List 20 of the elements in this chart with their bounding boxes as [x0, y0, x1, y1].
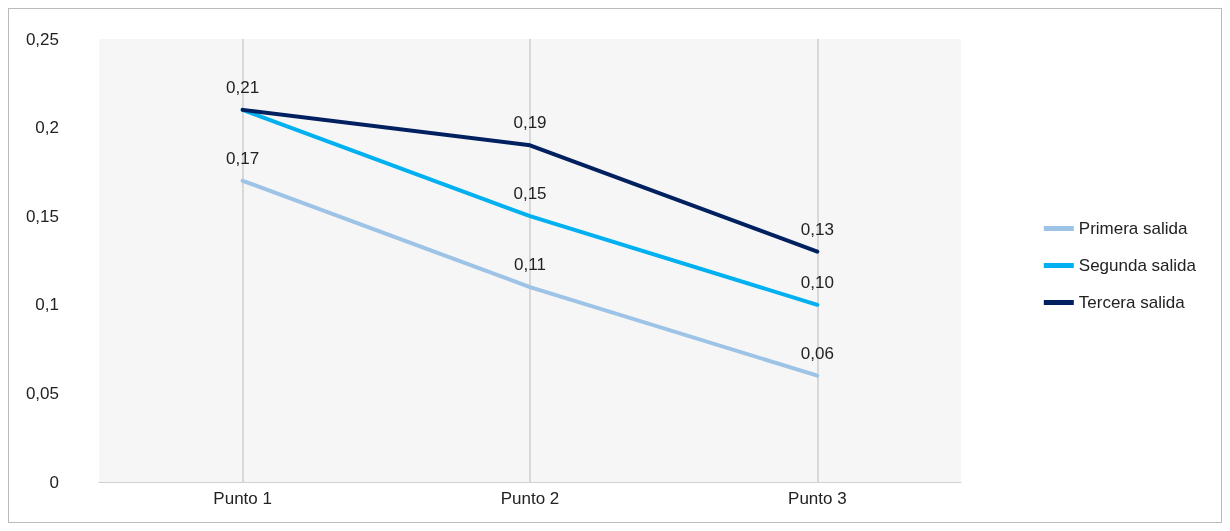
y-tick-label: 0,1 [35, 295, 59, 315]
x-tick-label: Punto 2 [500, 489, 560, 508]
data-label: 0,21 [226, 77, 260, 97]
y-tick-label: 0,15 [25, 206, 59, 226]
legend-label: Segunda salida [1078, 256, 1197, 275]
y-tick-label: 0,2 [35, 118, 59, 138]
y-tick-label: 0,05 [25, 383, 59, 403]
x-tick-label: Punto 3 [788, 489, 847, 508]
x-tick-label: Punto 1 [213, 489, 272, 508]
data-label: 0,15 [513, 184, 547, 204]
legend-label: Tercera salida [1078, 293, 1186, 312]
data-label: 0,11 [514, 255, 546, 275]
data-label: 0,19 [513, 113, 547, 133]
legend-label: Primera salida [1078, 219, 1188, 238]
data-label: 0,13 [800, 219, 834, 239]
data-label: 0,17 [226, 148, 260, 168]
data-label: 0,06 [800, 343, 834, 363]
y-tick-label: 0 [49, 472, 59, 492]
y-tick-label: 0,25 [25, 29, 59, 49]
data-label: 0,10 [800, 272, 834, 292]
